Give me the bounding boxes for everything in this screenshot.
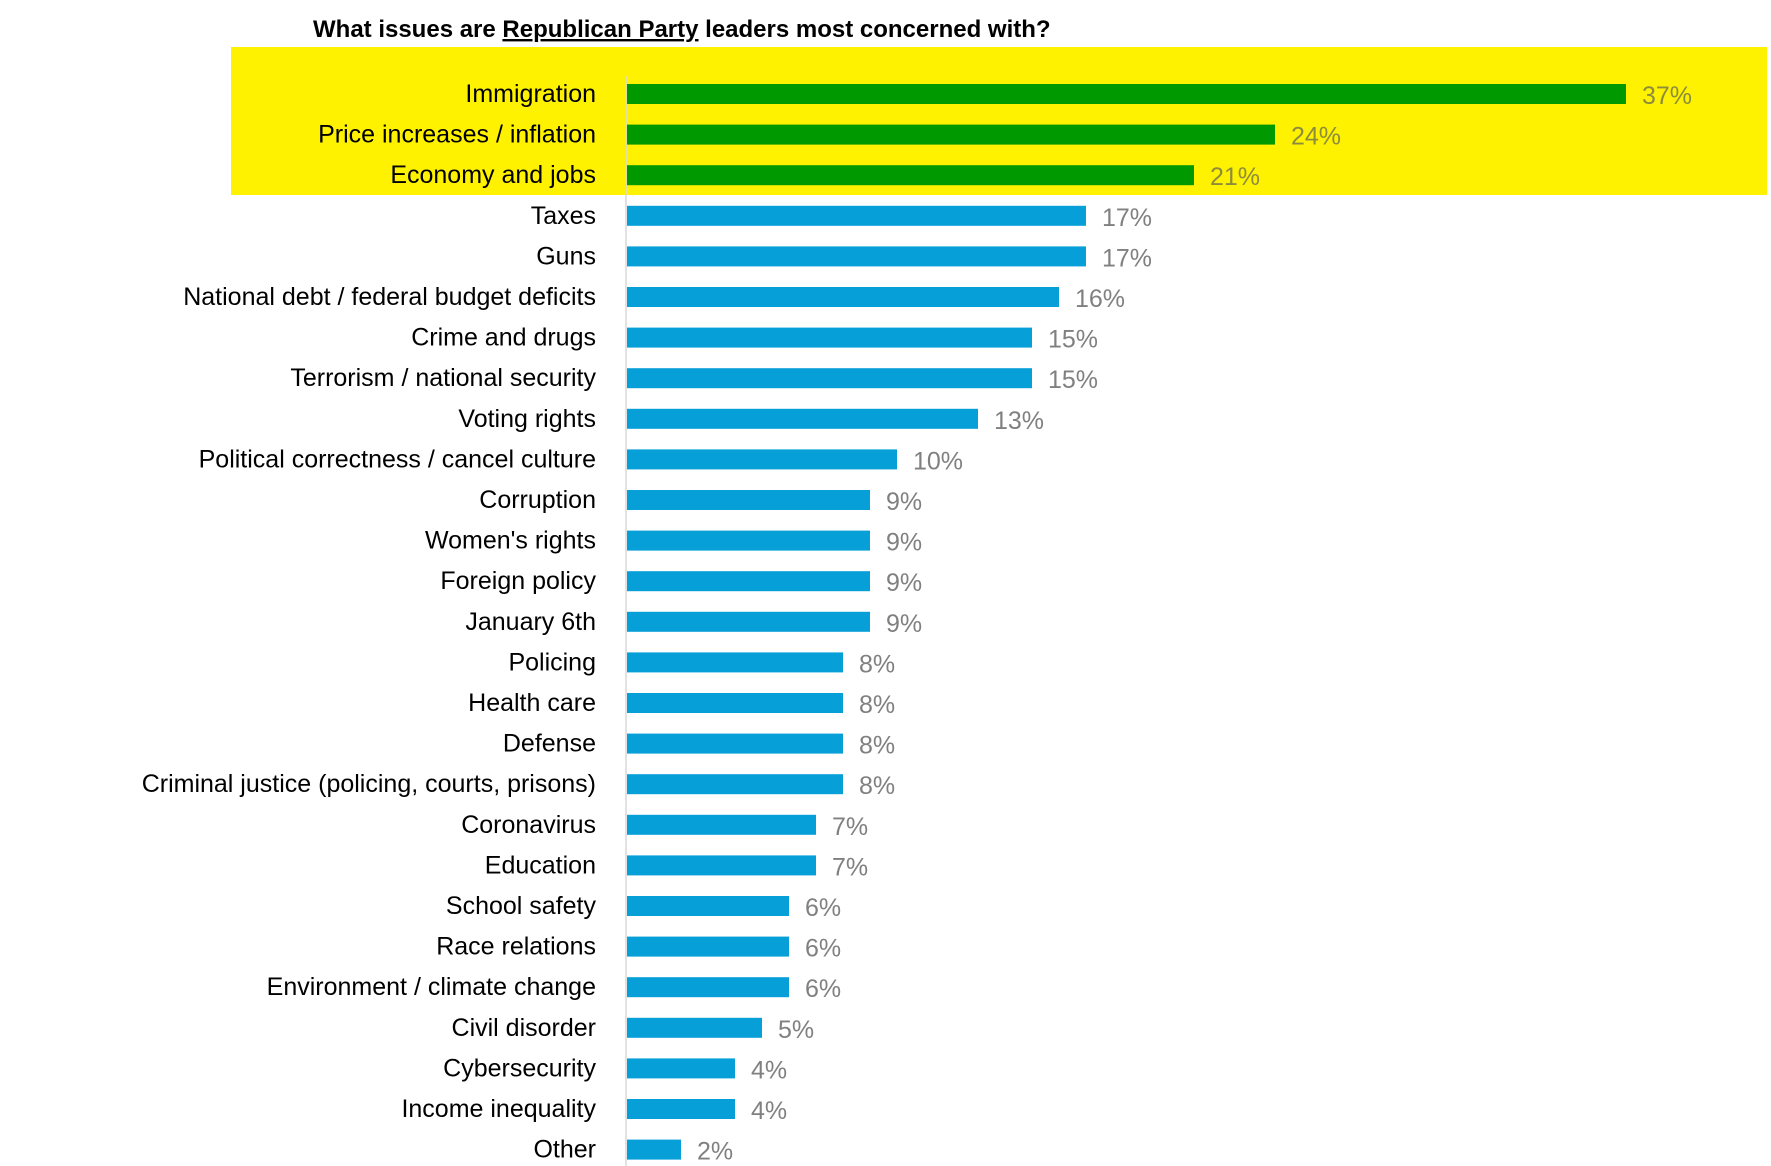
category-label-guns: Guns	[536, 242, 596, 270]
bar-civil-disorder	[627, 1017, 762, 1038]
bar-immigration	[627, 84, 1626, 104]
bar-corruption	[627, 490, 870, 510]
bar-defense	[627, 733, 843, 754]
bar-coronavirus	[627, 814, 816, 835]
category-label-political-correctness-cancel-culture: Political correctness / cancel culture	[199, 445, 596, 473]
category-label-coronavirus: Coronavirus	[461, 811, 596, 839]
chart-title: What issues are Republican Party leaders…	[313, 16, 1051, 43]
value-label-women-s-rights: 9%	[886, 529, 922, 557]
value-label-price-increases-inflation: 24%	[1291, 123, 1341, 151]
bar-foreign-policy	[627, 571, 870, 592]
value-label-taxes: 17%	[1102, 204, 1152, 232]
category-label-immigration: Immigration	[465, 80, 596, 108]
bar-criminal-justice-policing-courts-prisons	[627, 774, 843, 795]
bar-policing	[627, 652, 843, 673]
category-label-defense: Defense	[503, 730, 596, 758]
bar-national-debt-federal-budget-deficits	[627, 287, 1059, 307]
value-label-national-debt-federal-budget-deficits: 16%	[1075, 285, 1125, 313]
value-label-voting-rights: 13%	[994, 407, 1044, 435]
category-label-national-debt-federal-budget-deficits: National debt / federal budget deficits	[183, 283, 596, 311]
bar-economy-and-jobs	[627, 165, 1194, 186]
value-label-foreign-policy: 9%	[886, 569, 922, 597]
value-label-political-correctness-cancel-culture: 10%	[913, 447, 963, 475]
value-label-corruption: 9%	[886, 488, 922, 516]
bar-cybersecurity	[627, 1058, 735, 1079]
value-label-civil-disorder: 5%	[778, 1016, 814, 1044]
category-label-cybersecurity: Cybersecurity	[443, 1054, 596, 1082]
category-label-terrorism-national-security: Terrorism / national security	[290, 364, 596, 392]
category-label-environment-climate-change: Environment / climate change	[267, 973, 596, 1001]
value-label-immigration: 37%	[1642, 82, 1692, 110]
bar-race-relations	[627, 936, 789, 957]
value-label-crime-and-drugs: 15%	[1048, 326, 1098, 354]
bar-political-correctness-cancel-culture	[627, 449, 897, 470]
category-label-women-s-rights: Women's rights	[425, 527, 596, 555]
bar-income-inequality	[627, 1099, 735, 1119]
value-label-january-6th: 9%	[886, 610, 922, 638]
category-label-health-care: Health care	[468, 689, 596, 717]
chart-title-suffix: leaders most concerned with?	[698, 16, 1050, 43]
category-label-january-6th: January 6th	[465, 608, 596, 636]
category-label-policing: Policing	[508, 648, 596, 676]
value-label-defense: 8%	[859, 732, 895, 760]
value-label-terrorism-national-security: 15%	[1048, 366, 1098, 394]
category-label-foreign-policy: Foreign policy	[440, 567, 596, 595]
value-label-coronavirus: 7%	[832, 813, 868, 841]
category-label-civil-disorder: Civil disorder	[452, 1014, 596, 1042]
bar-environment-climate-change	[627, 977, 789, 998]
bar-january-6th	[627, 611, 870, 632]
value-label-economy-and-jobs: 21%	[1210, 163, 1260, 191]
value-label-school-safety: 6%	[805, 894, 841, 922]
bar-guns	[627, 246, 1086, 267]
bar-health-care	[627, 693, 843, 713]
chart-title-emphasis: Republican Party	[502, 16, 699, 43]
value-label-race-relations: 6%	[805, 935, 841, 963]
value-label-guns: 17%	[1102, 244, 1152, 272]
value-label-policing: 8%	[859, 650, 895, 678]
bar-women-s-rights	[627, 530, 870, 551]
category-label-income-inequality: Income inequality	[401, 1095, 596, 1123]
bar-terrorism-national-security	[627, 368, 1032, 389]
bar-group: Immigration 37% Price increases / inflatio…	[142, 80, 1692, 1166]
category-label-economy-and-jobs: Economy and jobs	[390, 161, 596, 189]
value-label-other: 2%	[697, 1138, 733, 1166]
chart-title-prefix: What issues are	[313, 16, 502, 43]
bar-education	[627, 855, 816, 876]
category-label-criminal-justice-policing-courts-prisons: Criminal justice (policing, courts, pris…	[142, 770, 596, 798]
bar-crime-and-drugs	[627, 327, 1032, 348]
bar-taxes	[627, 205, 1086, 226]
value-label-income-inequality: 4%	[751, 1097, 787, 1125]
category-label-school-safety: School safety	[446, 892, 597, 920]
value-label-education: 7%	[832, 853, 868, 881]
bar-other	[627, 1139, 681, 1160]
value-label-environment-climate-change: 6%	[805, 975, 841, 1003]
value-label-cybersecurity: 4%	[751, 1056, 787, 1084]
bar-price-increases-inflation	[627, 124, 1275, 145]
category-label-race-relations: Race relations	[436, 933, 596, 961]
value-label-criminal-justice-policing-courts-prisons: 8%	[859, 772, 895, 800]
category-label-voting-rights: Voting rights	[458, 405, 596, 433]
category-label-price-increases-inflation: Price increases / inflation	[318, 121, 596, 149]
category-label-taxes: Taxes	[531, 202, 596, 230]
bar-voting-rights	[627, 408, 978, 429]
category-label-education: Education	[485, 851, 596, 879]
bar-school-safety	[627, 896, 789, 916]
category-label-corruption: Corruption	[479, 486, 596, 514]
value-label-health-care: 8%	[859, 691, 895, 719]
category-label-other: Other	[533, 1136, 596, 1164]
category-label-crime-and-drugs: Crime and drugs	[411, 324, 596, 352]
